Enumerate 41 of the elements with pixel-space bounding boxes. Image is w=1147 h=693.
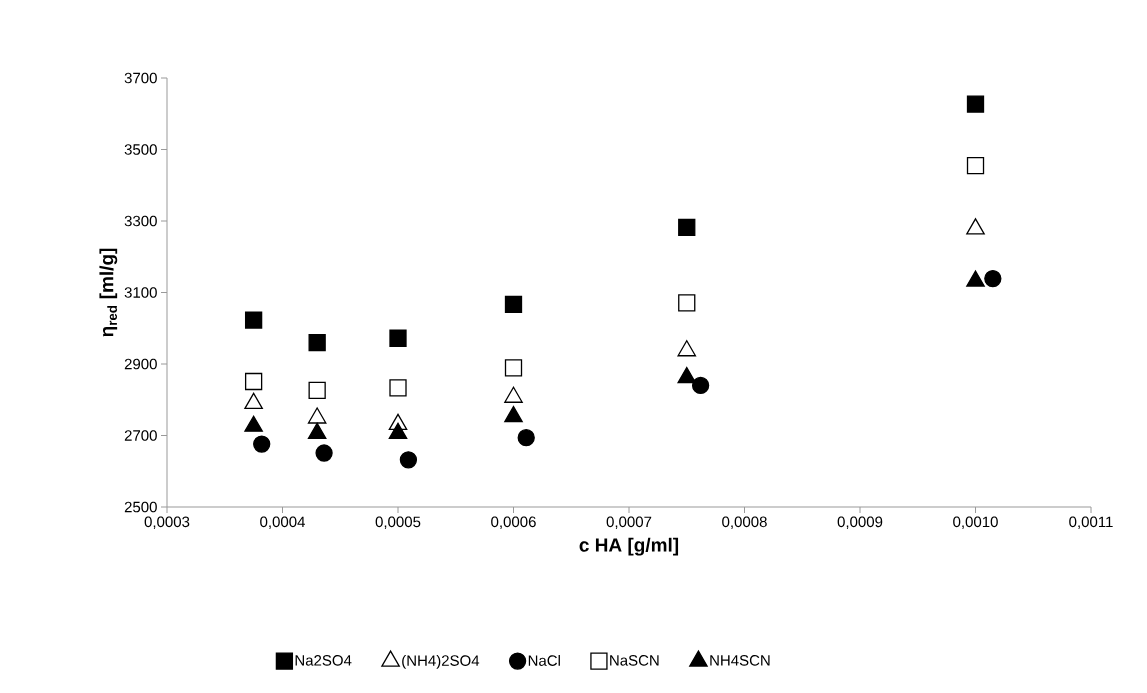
point bbox=[678, 294, 696, 312]
point bbox=[691, 376, 710, 395]
x-axis-title: c HA [g/ml] bbox=[579, 537, 679, 556]
y-tick-label: 2700 bbox=[124, 430, 157, 441]
x-tick-label: 0,0003 bbox=[144, 516, 190, 529]
point bbox=[244, 311, 263, 329]
legend-label: (NH4)2SO4 bbox=[402, 654, 480, 669]
y-tick-label: 2900 bbox=[124, 358, 157, 370]
x-tick-label: 0,0004 bbox=[260, 516, 305, 529]
point bbox=[389, 329, 407, 347]
point bbox=[399, 451, 418, 469]
point bbox=[389, 379, 407, 397]
y-tick-label: 2500 bbox=[124, 501, 157, 513]
point bbox=[984, 269, 1002, 288]
point bbox=[517, 428, 535, 447]
y-tick-label: 3700 bbox=[124, 72, 157, 84]
point bbox=[678, 218, 696, 237]
point bbox=[504, 359, 523, 377]
legend-label: NaCl bbox=[528, 654, 560, 666]
x-tick-label: 0,0005 bbox=[375, 516, 421, 529]
x-tick-label: 0,0006 bbox=[491, 516, 536, 529]
point bbox=[308, 333, 326, 352]
x-tick-label: 0,0010 bbox=[953, 516, 998, 529]
point bbox=[966, 156, 985, 175]
x-tick-label: 0,0011 bbox=[1069, 516, 1113, 529]
point bbox=[315, 444, 333, 462]
point bbox=[253, 435, 271, 453]
y-tick-label: 3500 bbox=[124, 144, 157, 155]
legend-label: NH4SCN bbox=[710, 655, 770, 666]
point bbox=[966, 95, 985, 113]
y-axis-title: η$_{red}$ [ml/g] bbox=[99, 248, 118, 337]
x-tick-label: 0,0009 bbox=[837, 516, 883, 529]
x-tick-label: 0,0008 bbox=[722, 516, 767, 529]
y-tick-label: 3300 bbox=[124, 215, 157, 227]
y-tick-label: 3100 bbox=[124, 287, 157, 298]
legend-label: Na2SO4 bbox=[295, 655, 352, 666]
point bbox=[504, 295, 523, 313]
x-tick-label: 0,0007 bbox=[606, 516, 652, 529]
point bbox=[308, 381, 326, 400]
legend-label: NaSCN bbox=[610, 655, 659, 666]
point bbox=[244, 372, 263, 391]
